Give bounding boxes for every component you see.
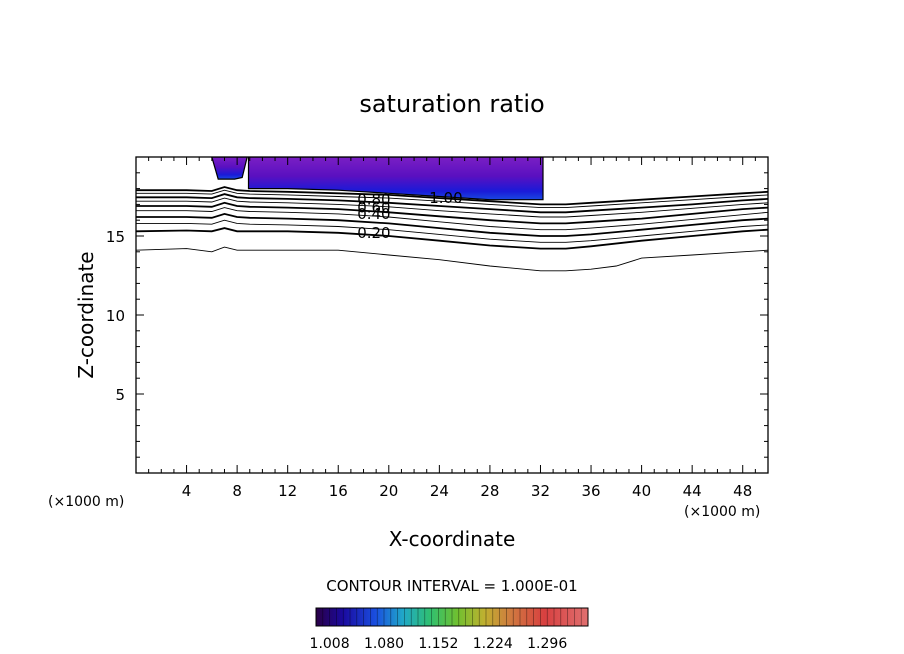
contour-line [136,212,768,237]
x-tick-label: 12 [278,482,297,500]
x-tick-label: 40 [632,482,651,500]
x-tick-label: 28 [480,482,499,500]
contour-line [136,246,768,272]
x-tick-label: 32 [531,482,550,500]
colorbar-tick-label: 1.080 [364,636,404,652]
contour-line [136,219,768,243]
x-axis-label: X-coordinate [389,527,516,551]
contour-interval-text: CONTOUR INTERVAL = 1.000E-01 [326,577,577,595]
colorbar-tick-label: 1.296 [527,636,567,652]
x-tick-label: 36 [581,482,600,500]
y-tick-label: 5 [115,386,125,404]
shaded-region-2 [247,157,544,201]
x-tick-label: 4 [182,482,192,500]
contour-label: 0.20 [357,224,390,242]
x-tick-label: 48 [733,482,752,500]
chart-title: saturation ratio [359,90,544,118]
contour-label: 0.40 [357,205,390,223]
colorbar-bands [322,608,582,626]
y-tick-label: 15 [106,228,125,246]
colorbar-tick-label: 1.008 [310,636,350,652]
contour-label: 0.80 [357,191,390,209]
contour-line [136,207,768,231]
contour-line [136,197,768,218]
y-tick-labels: 5 10 15 [106,228,125,404]
colorbar-tick-label: 1.224 [473,636,513,652]
y-tick-label: 10 [106,307,125,325]
colorbar-tick-label: 1.152 [418,636,458,652]
contour-lines [136,186,768,272]
x-unit-label-left: (×1000 m) [48,494,124,510]
x-unit-label-right: (×1000 m) [684,504,760,520]
x-tick-labels: 4 8 12 16 20 24 28 32 36 40 44 48 [182,482,752,500]
y-axis-label: Z-coordinate [74,251,98,378]
x-tick-label: 44 [683,482,702,500]
contour-line [136,193,768,214]
shaded-regions [211,157,544,201]
contour-label: 0.60 [357,199,390,217]
minor-ticks [136,157,768,473]
x-tick-label: 8 [232,482,242,500]
contour-label: 1.00 [429,189,462,207]
contour-labels: 1.00 0.800.600.400.20 [357,189,462,242]
contour-line [136,186,768,206]
x-tick-label: 20 [379,482,398,500]
x-tick-label: 16 [329,482,348,500]
contour-line [136,201,768,225]
shaded-region-1 [211,157,248,180]
colorbar-tick-labels: 1.008 1.080 1.152 1.224 1.296 [310,636,568,652]
contour-line [136,189,768,209]
x-tick-label: 24 [430,482,449,500]
contour-line [136,227,768,250]
